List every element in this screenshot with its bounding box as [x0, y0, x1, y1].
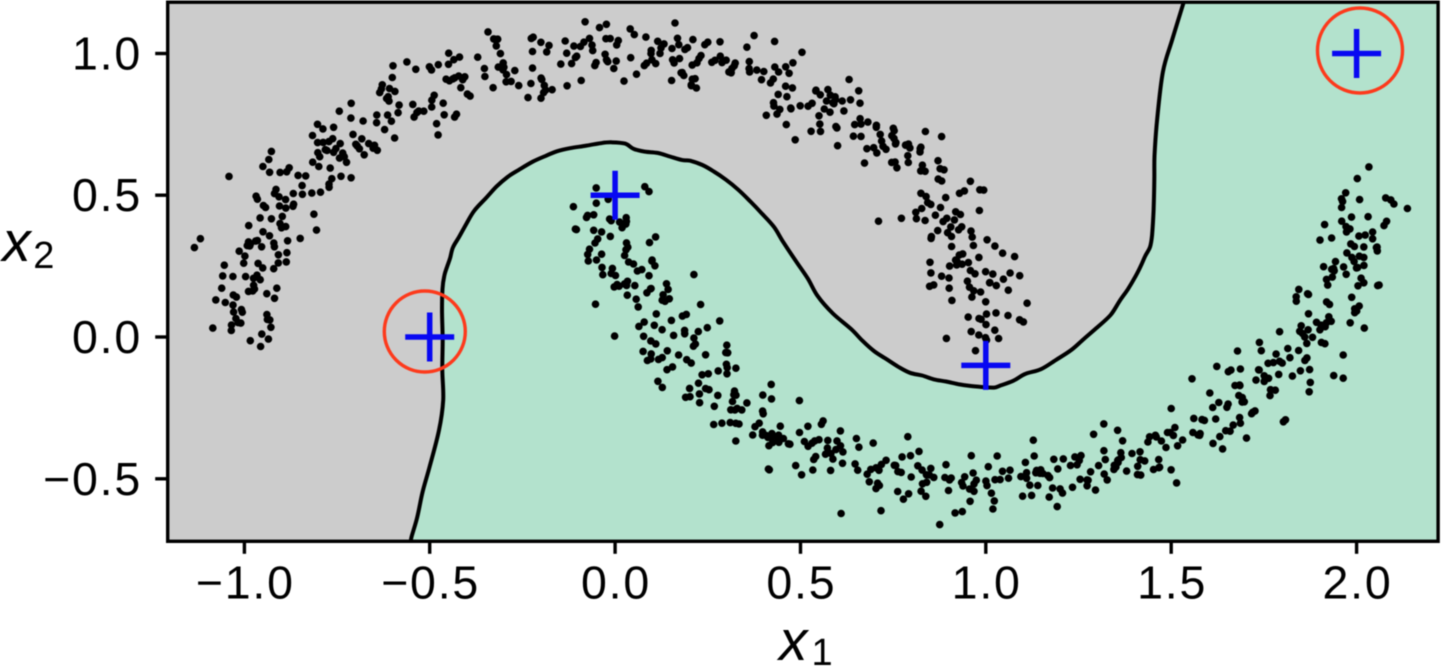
svg-text:0.5: 0.5 — [766, 557, 836, 609]
svg-text:0.5: 0.5 — [72, 169, 142, 221]
svg-text:0.0: 0.0 — [581, 557, 651, 609]
svg-text:−0.5: −0.5 — [43, 453, 142, 505]
svg-text:x2: x2 — [0, 210, 54, 277]
svg-text:−0.5: −0.5 — [381, 557, 480, 609]
svg-text:1.0: 1.0 — [72, 28, 142, 80]
svg-text:1.5: 1.5 — [1137, 557, 1207, 609]
svg-text:0.0: 0.0 — [72, 311, 142, 363]
svg-text:2.0: 2.0 — [1322, 557, 1392, 609]
svg-text:x1: x1 — [776, 609, 833, 666]
svg-text:−1.0: −1.0 — [196, 557, 295, 609]
svg-text:1.0: 1.0 — [952, 557, 1022, 609]
